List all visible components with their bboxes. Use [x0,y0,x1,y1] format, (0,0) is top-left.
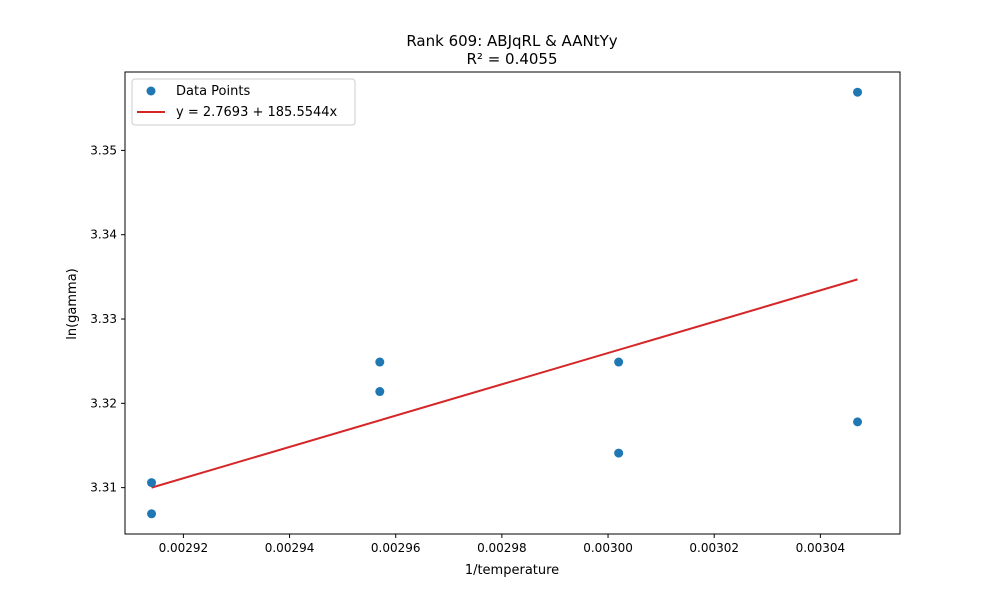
chart-title: Rank 609: ABJqRL & AANtYy [406,32,617,50]
x-tick-label: 0.00294 [265,541,315,555]
data-point [147,478,157,488]
axes-frame [124,71,901,535]
y-axis-label: ln(gamma) [65,268,80,340]
data-point [147,509,157,519]
y-tick-label: 3.35 [90,143,117,157]
data-point [614,357,624,367]
x-tick-label: 0.00302 [689,541,739,555]
x-tick-label: 0.00304 [796,541,846,555]
data-point [375,357,385,367]
legend-marker-data-points [146,86,156,96]
chart-subtitle: R² = 0.4055 [466,50,557,68]
data-point [375,387,385,397]
x-tick-label: 0.00300 [583,541,633,555]
x-axis-label: 1/temperature [465,563,559,578]
x-tick-label: 0.00292 [159,541,209,555]
x-tick-label: 0.00296 [371,541,421,555]
plot-area: 0.00292 0.00294 0.00296 0.00298 0.00300 0.003… [90,71,901,555]
data-point [853,87,863,97]
y-tick-label: 3.33 [90,312,117,326]
fit-line [151,278,858,489]
legend-label-data-points: Data Points [176,84,250,99]
data-point [614,448,624,458]
data-point [853,417,863,427]
y-tick-label: 3.34 [90,228,117,242]
x-tick-label: 0.00298 [477,541,527,555]
legend-label-fit-line: y = 2.7693 + 185.5544x [176,105,338,120]
legend-box [131,78,356,126]
legend: Data Points y = 2.7693 + 185.5544x [131,78,356,126]
y-tick-label: 3.31 [90,481,117,495]
y-tick-label: 3.32 [90,396,117,410]
